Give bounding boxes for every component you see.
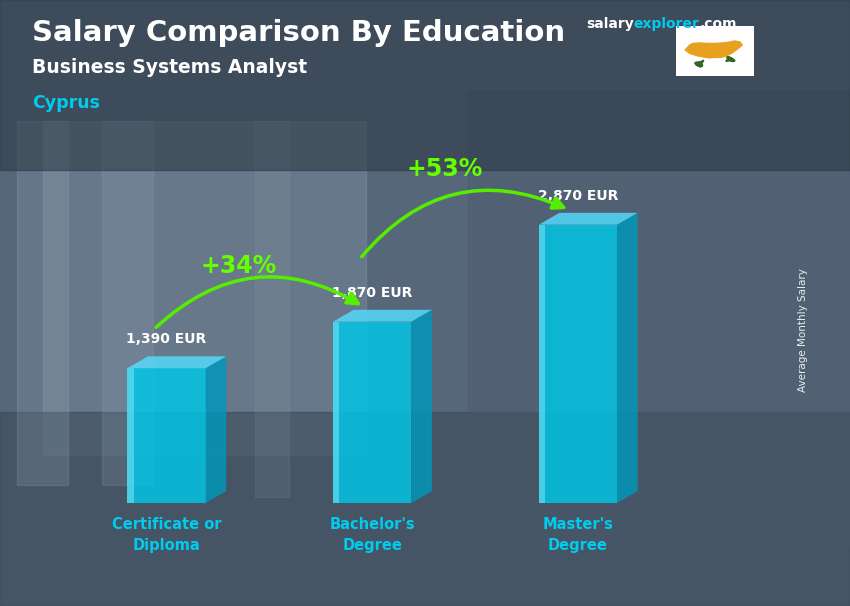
Ellipse shape [697,64,701,66]
Text: 2,870 EUR: 2,870 EUR [538,188,618,202]
Bar [102,121,153,485]
Bar [17,121,68,485]
Text: Business Systems Analyst: Business Systems Analyst [32,58,308,76]
Polygon shape [128,368,133,503]
Text: +34%: +34% [201,254,276,278]
Polygon shape [333,322,339,503]
Polygon shape [333,310,432,322]
Polygon shape [206,356,226,503]
Bar [0,0,850,170]
Ellipse shape [696,63,700,65]
Text: Average Monthly Salary: Average Monthly Salary [798,268,808,392]
Text: +53%: +53% [406,157,483,181]
Bar [42,121,366,454]
Ellipse shape [729,58,734,61]
Text: 1,870 EUR: 1,870 EUR [332,285,412,299]
Bar [255,121,289,497]
Ellipse shape [728,58,732,60]
Ellipse shape [694,62,700,64]
Polygon shape [333,322,411,503]
Polygon shape [539,213,638,225]
Polygon shape [128,368,206,503]
Polygon shape [617,213,638,503]
Ellipse shape [730,59,734,62]
Text: Salary Comparison By Education: Salary Comparison By Education [32,19,565,47]
Text: explorer: explorer [633,17,699,31]
Bar [0,412,850,606]
Polygon shape [411,310,432,503]
Ellipse shape [727,56,730,59]
Text: .com: .com [700,17,737,31]
Polygon shape [128,356,226,368]
Ellipse shape [700,64,702,67]
Polygon shape [539,225,545,503]
Text: 1,390 EUR: 1,390 EUR [127,332,207,346]
Bar [468,91,850,545]
Text: salary: salary [586,17,634,31]
Polygon shape [685,41,742,58]
Polygon shape [539,225,617,503]
Text: Cyprus: Cyprus [32,94,100,112]
